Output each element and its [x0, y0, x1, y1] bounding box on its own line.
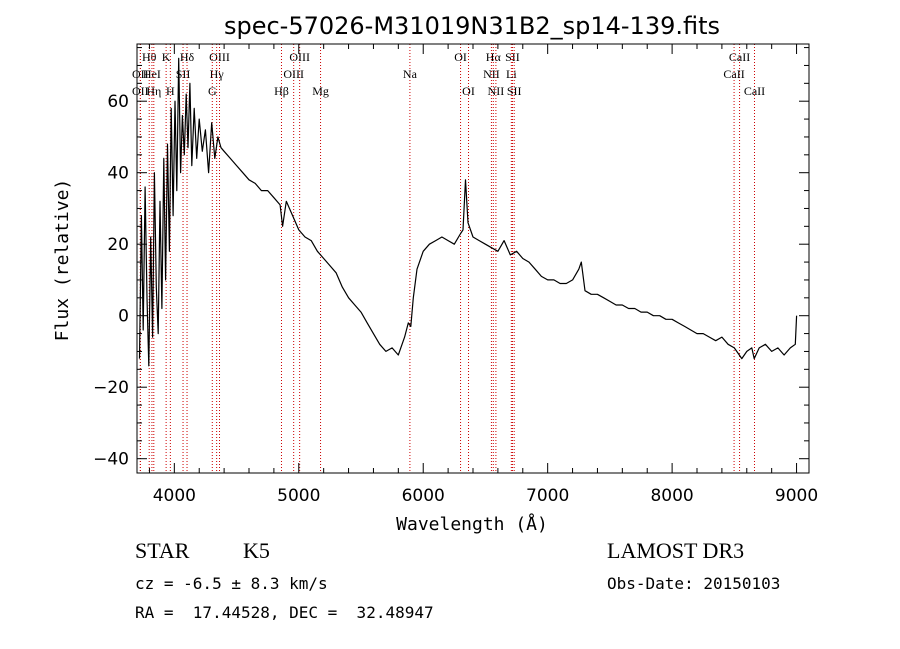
x-tick-label: 8000	[650, 486, 693, 506]
obs-date: Obs-Date: 20150103	[607, 574, 781, 593]
plot-frame	[136, 43, 810, 474]
line-marker-label: Hα	[486, 50, 502, 64]
coordinates: RA = 17.44528, DEC = 32.48947	[135, 603, 434, 622]
line-marker-label: H	[166, 84, 175, 98]
line-marker-label: HeI	[143, 67, 161, 81]
line-marker-label: Hβ	[274, 84, 289, 98]
line-marker-label: K	[162, 50, 171, 64]
line-marker-label: SII	[505, 50, 520, 64]
line-marker-label: CaII	[729, 50, 750, 64]
line-marker-label: G	[208, 84, 217, 98]
x-tick-label: 7000	[526, 486, 569, 506]
line-marker-label: Hδ	[180, 50, 195, 64]
line-marker-label: OIII	[289, 50, 310, 64]
x-tick-label: 4000	[153, 486, 196, 506]
line-marker-label: NII	[483, 67, 500, 81]
x-axis-label: Wavelength (Å)	[396, 513, 548, 535]
x-tick-label: 5000	[277, 486, 320, 506]
line-marker-label: Hη	[146, 84, 161, 98]
y-tick-label: 0	[118, 307, 129, 327]
object-class: STAR	[135, 538, 190, 563]
y-tick-label: 20	[107, 235, 129, 255]
line-marker-label: OI	[462, 84, 475, 98]
y-tick-label: 60	[107, 92, 129, 112]
spectrum-series-0	[138, 57, 798, 367]
redshift-value: cz = -6.5 ± 8.3 km/s	[135, 574, 328, 593]
line-marker-label: Mg	[312, 84, 329, 98]
line-marker-label: OIII	[283, 67, 304, 81]
line-marker-label: Hγ	[210, 67, 225, 81]
line-marker-label: Li	[506, 67, 517, 81]
chart-title: spec-57026-M31019N31B2_sp14-139.fits	[224, 12, 720, 40]
line-marker-label: NII	[488, 84, 505, 98]
line-marker-label: OII	[132, 84, 149, 98]
line-marker-label: Na	[403, 67, 418, 81]
line-marker-label: OIII	[209, 50, 230, 64]
y-tick-label: −40	[93, 450, 129, 470]
y-axis-label: Flux (relative)	[52, 179, 73, 342]
survey-name: LAMOST DR3	[607, 538, 745, 563]
x-tick-label: 9000	[775, 486, 818, 506]
y-tick-label: −20	[93, 378, 129, 398]
spectrum-chart: spec-57026-M31019N31B2_sp14-139.fits Hθ O…	[52, 12, 818, 535]
x-tick-label: 6000	[402, 486, 445, 506]
line-marker-label: CaII	[744, 84, 765, 98]
line-marker-label: Hθ	[142, 50, 157, 64]
y-tick-label: 40	[107, 164, 129, 184]
object-subclass: K5	[243, 538, 270, 563]
line-marker-label: CaII	[723, 67, 744, 81]
line-marker-label: SII	[507, 84, 522, 98]
line-marker-label: OI	[454, 50, 467, 64]
